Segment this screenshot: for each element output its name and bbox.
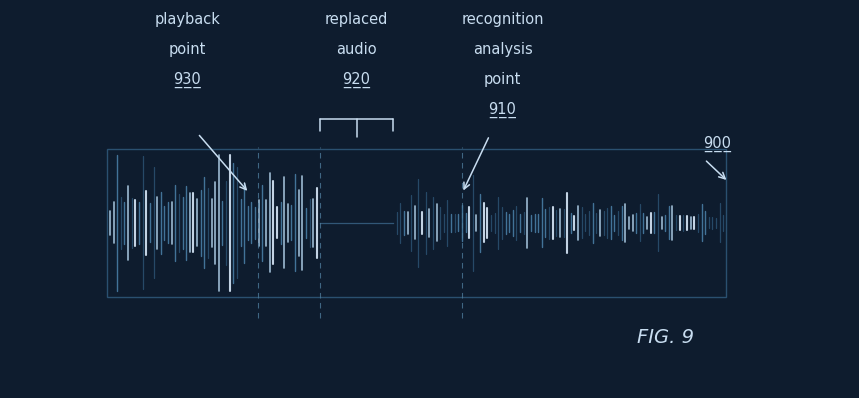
Text: replaced: replaced: [325, 12, 388, 27]
Text: recognition: recognition: [461, 12, 544, 27]
Text: audio: audio: [336, 42, 377, 57]
Text: 9̲3̲0̲: 9̲3̲0̲: [174, 72, 201, 88]
Text: FIG. 9: FIG. 9: [637, 328, 694, 347]
Text: point: point: [484, 72, 521, 87]
Text: 9̲1̲0̲: 9̲1̲0̲: [489, 101, 516, 118]
Text: point: point: [168, 42, 206, 57]
Text: playback: playback: [155, 12, 220, 27]
Text: 9̲0̲0̲: 9̲0̲0̲: [704, 135, 731, 152]
Text: 9̲2̲0̲: 9̲2̲0̲: [343, 72, 370, 88]
Text: analysis: analysis: [472, 42, 533, 57]
Bar: [107, 149, 726, 297]
